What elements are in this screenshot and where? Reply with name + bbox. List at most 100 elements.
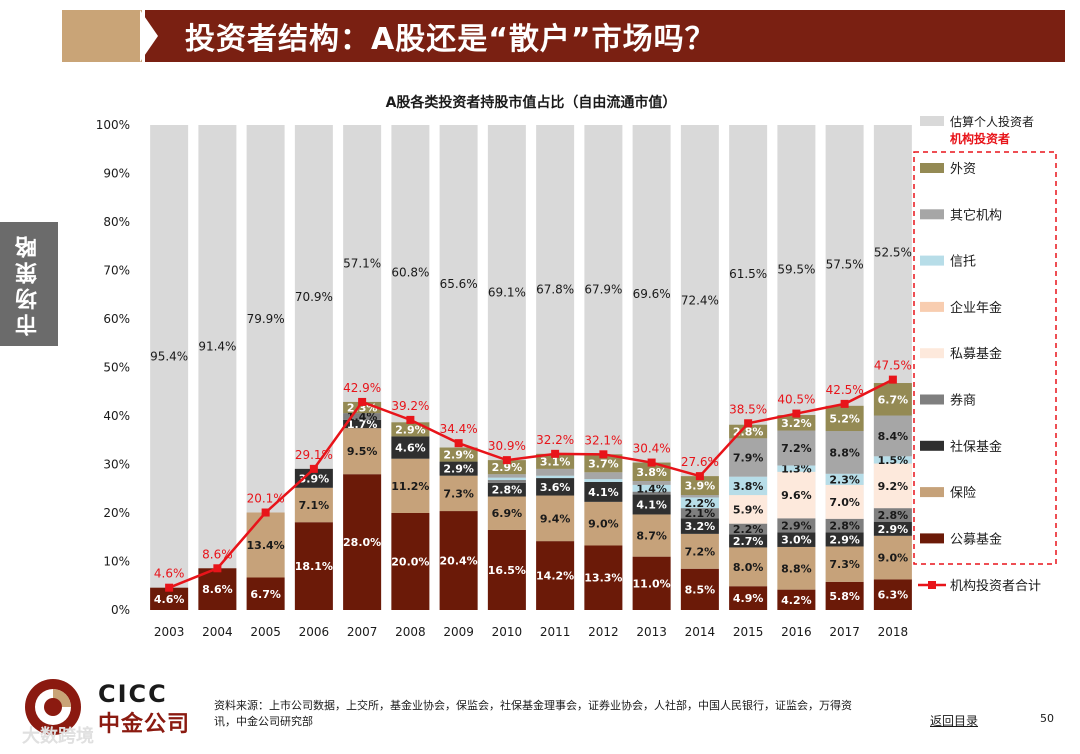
x-tick-label: 2012 [588, 625, 619, 639]
x-tick-label: 2004 [202, 625, 233, 639]
bar-segment-公募基金 [246, 577, 285, 610]
bar-segment-券商 [680, 508, 719, 519]
bar-data-label: 1.7% [347, 418, 378, 431]
section-side-tab[interactable]: 市场策略 [0, 222, 58, 346]
legend-swatch [920, 348, 944, 359]
total-line-marker [647, 458, 656, 467]
bar-segment-券商 [777, 518, 816, 533]
bar-segment-外资 [343, 401, 382, 414]
legend-label: 其它机构 [950, 207, 1002, 223]
bar-segment-保险 [680, 533, 719, 569]
total-line-label: 32.1% [584, 433, 622, 447]
bar-data-label: 2.9% [492, 461, 523, 474]
total-line-marker [213, 564, 222, 573]
brand-en: CICC [98, 680, 168, 708]
x-tick-label: 2009 [443, 625, 474, 639]
total-line-label: 47.5% [874, 359, 912, 373]
total-line-label: 30.4% [633, 442, 671, 456]
bar-segment-保险 [729, 547, 768, 587]
individual-data-label: 59.5% [777, 262, 815, 276]
bar-data-label: 4.1% [636, 499, 667, 512]
total-line-label: 8.6% [202, 547, 233, 561]
bar-data-label: 6.9% [492, 507, 523, 520]
bar-segment-外资 [680, 476, 719, 496]
legend-swatch [920, 533, 944, 544]
bar-segment-社保基金 [825, 532, 864, 547]
bar-data-label: 28.0% [343, 536, 381, 549]
cicc-logo-icon [25, 679, 81, 735]
bar-segment-社保基金 [536, 478, 575, 496]
banner-accent-tab [62, 10, 142, 62]
bar-segment-保险 [873, 535, 912, 580]
bar-data-label: 5.8% [829, 590, 860, 603]
bar-data-label: 3.8% [636, 466, 667, 479]
legend-swatch [920, 255, 944, 266]
bar-segment-私募基金 [825, 484, 864, 519]
bar-data-label: 3.2% [685, 520, 716, 533]
bar-data-label: 7.0% [829, 496, 860, 509]
bar-data-label: 6.7% [878, 393, 909, 406]
individual-data-label: 79.9% [247, 312, 285, 326]
bar-segment-外资 [777, 415, 816, 431]
bar-segment-信托 [729, 476, 768, 496]
bar-segment-公募基金 [729, 586, 768, 610]
total-line-marker [599, 450, 608, 459]
bar-segment-信托 [487, 477, 526, 481]
legend-label: 保险 [950, 486, 976, 501]
y-tick-label: 30% [103, 458, 130, 472]
title-banner [145, 10, 1065, 62]
total-line-label: 20.1% [247, 492, 285, 506]
bar-data-label: 3.8% [733, 480, 764, 493]
bar-data-label: 9.2% [878, 480, 909, 493]
y-tick-label: 100% [96, 118, 130, 132]
total-line-marker [840, 399, 849, 408]
bar-segment-公募基金 [777, 589, 816, 610]
individual-data-label: 60.8% [391, 265, 429, 279]
bar-segment-社保基金 [343, 419, 382, 429]
legend-label: 企业年金 [950, 300, 1002, 316]
total-line-marker [454, 439, 463, 448]
legend-label: 外资 [950, 162, 976, 177]
bar-segment-社保基金 [584, 481, 623, 502]
individual-data-label: 52.5% [874, 245, 912, 259]
bar-segment-保险 [584, 501, 623, 546]
bar-segment-社保基金 [729, 534, 768, 548]
bar-data-label: 8.8% [781, 562, 812, 575]
bar-individual-investors [150, 125, 189, 610]
bar-segment-外资 [584, 454, 623, 473]
total-line-label: 42.9% [343, 381, 381, 395]
legend-swatch [920, 440, 944, 451]
bar-data-label: 1.4% [636, 482, 667, 495]
total-line-marker [744, 419, 753, 428]
total-line-label: 40.5% [777, 393, 815, 407]
bar-segment-券商 [632, 491, 671, 495]
total-line-marker [888, 375, 897, 384]
banner-notch [140, 10, 158, 62]
bar-data-label: 9.0% [878, 552, 909, 565]
total-line-marker [695, 472, 704, 481]
x-tick-label: 2013 [636, 625, 667, 639]
bar-segment-其它机构 [873, 415, 912, 457]
bar-data-label: 4.1% [588, 486, 619, 499]
bar-segment-社保基金 [873, 521, 912, 536]
bar-segment-私募基金 [777, 471, 816, 519]
bar-individual-investors [198, 125, 237, 610]
bar-segment-公募基金 [680, 568, 719, 610]
chart-title: A股各类投资者持股市值占比（自由流通市值） [386, 94, 677, 111]
bar-data-label: 2.8% [878, 509, 909, 522]
bar-data-label: 18.1% [295, 560, 333, 573]
bar-data-label: 2.2% [685, 497, 716, 510]
legend-label: 社保基金 [950, 439, 1002, 455]
total-line [168, 378, 894, 589]
bar-data-label: 2.9% [443, 449, 474, 462]
bar-data-label: 1.3% [781, 463, 812, 476]
bar-segment-社保基金 [294, 468, 333, 488]
bar-data-label: 9.5% [347, 445, 378, 458]
back-to-contents-link[interactable]: 返回目录 [930, 714, 979, 728]
individual-data-label: 70.9% [295, 290, 333, 304]
stacked-bar-chart: A股各类投资者持股市值占比（自由流通市值） 0% 10% 20% 30% 40% 50% 60… [96, 94, 1057, 639]
bar-segment-其它机构 [729, 438, 768, 477]
individual-data-label: 95.4% [150, 349, 188, 363]
source-note: 资料来源：上市公司数据，上交所，基金业协会，保监会，社保基金理事会，证券业协会，… [214, 699, 852, 728]
x-tick-label: 2007 [347, 625, 378, 639]
